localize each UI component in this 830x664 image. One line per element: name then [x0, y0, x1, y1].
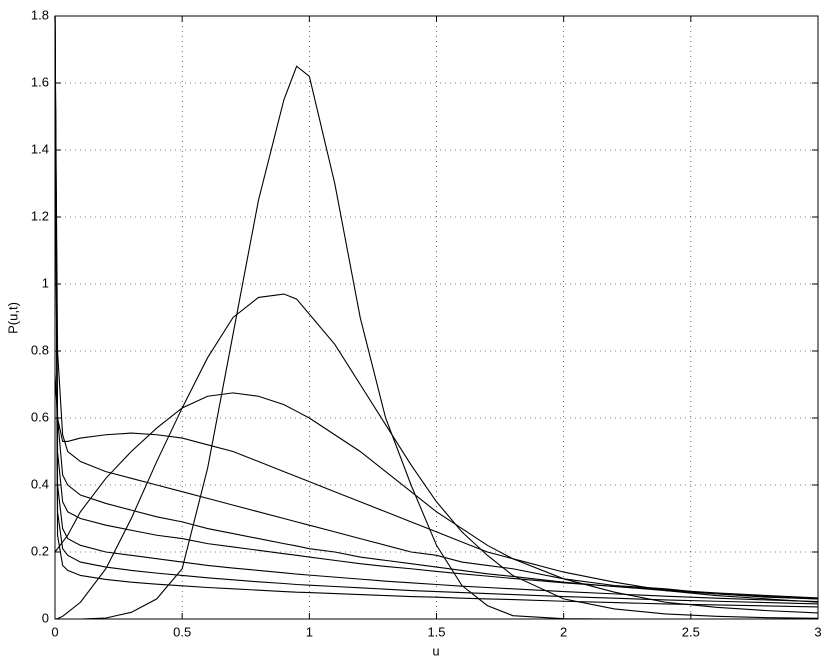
series-line	[54, 374, 819, 603]
y-tick-label: 0.2	[31, 543, 49, 558]
y-tick-label: 1.2	[31, 208, 49, 223]
series-line	[54, 15, 819, 600]
y-tick-label: 0	[42, 610, 49, 625]
y-axis-label: P(u,t)	[5, 302, 20, 334]
x-tick-label: 0.5	[173, 624, 191, 639]
series-line	[54, 15, 819, 605]
series-line	[54, 15, 819, 603]
x-tick-label: 3	[814, 624, 821, 639]
y-tick-label: 0.6	[31, 409, 49, 424]
x-tick-label: 0	[51, 624, 58, 639]
y-tick-label: 0.8	[31, 342, 49, 357]
series-line	[54, 15, 819, 599]
x-axis-label: u	[432, 643, 439, 658]
series-line	[54, 293, 819, 620]
series-line	[54, 15, 819, 608]
x-tick-label: 1.5	[427, 624, 445, 639]
y-tick-label: 1	[42, 275, 49, 290]
y-tick-label: 1.4	[31, 141, 49, 156]
y-tick-label: 1.6	[31, 74, 49, 89]
x-tick-label: 2	[560, 624, 567, 639]
x-tick-label: 1	[306, 624, 313, 639]
x-tick-label: 2.5	[682, 624, 700, 639]
y-tick-label: 1.8	[31, 7, 49, 22]
plot-frame	[54, 15, 819, 620]
y-tick-label: 0.4	[31, 476, 49, 491]
